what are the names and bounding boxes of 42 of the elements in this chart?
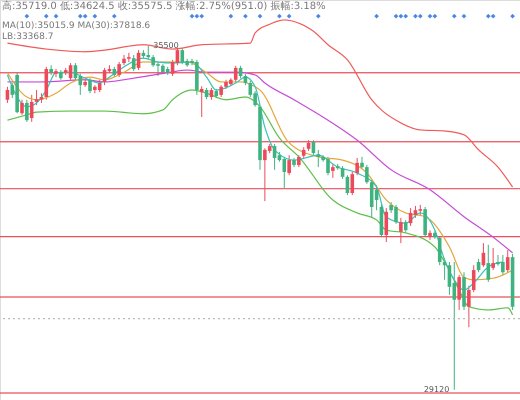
candlestick — [340, 166, 344, 180]
candlestick — [127, 52, 131, 62]
candlestick — [316, 149, 320, 168]
candlestick — [312, 140, 316, 156]
candlestick — [287, 154, 291, 176]
candlestick — [210, 87, 214, 100]
candlestick — [88, 78, 92, 94]
candlestick — [20, 99, 24, 116]
candlestick — [122, 54, 126, 66]
candlestick — [482, 242, 486, 268]
annotation: 35500 — [153, 40, 179, 50]
candlestick — [25, 99, 29, 122]
annotation: 高:35719.0 低:34624.5 收:35575.5 涨幅:2.75%(951.0) 振幅:3.18% — [2, 0, 326, 12]
candlestick — [486, 244, 490, 282]
candlestick — [331, 163, 335, 178]
candlestick — [219, 84, 223, 98]
candlestick — [365, 164, 369, 184]
candlestick — [59, 70, 63, 80]
annotation: MA(10):35015.9 MA(30):37818.6 — [2, 21, 150, 31]
candlestick — [136, 50, 140, 71]
annotation: LB:33368.7 — [2, 32, 54, 42]
candlestick — [214, 88, 218, 99]
candlestick — [132, 54, 136, 72]
candlestick — [472, 264, 476, 293]
candlestick — [112, 66, 116, 78]
candlestick — [302, 146, 306, 158]
candlestick — [49, 64, 53, 76]
candlestick — [404, 219, 408, 232]
candlestick — [297, 154, 301, 168]
candlestick — [244, 73, 248, 86]
candlestick — [491, 247, 495, 271]
candlestick — [292, 157, 296, 168]
candlestick — [476, 258, 480, 273]
candlestick — [238, 65, 242, 79]
annotation: 29120 — [424, 384, 450, 394]
candlestick — [30, 94, 34, 122]
candlestick — [360, 156, 364, 170]
candlestick — [204, 87, 208, 100]
candlestick — [6, 86, 10, 104]
candlestick — [355, 157, 359, 176]
candlestick — [506, 250, 510, 273]
candlestick — [346, 174, 350, 196]
